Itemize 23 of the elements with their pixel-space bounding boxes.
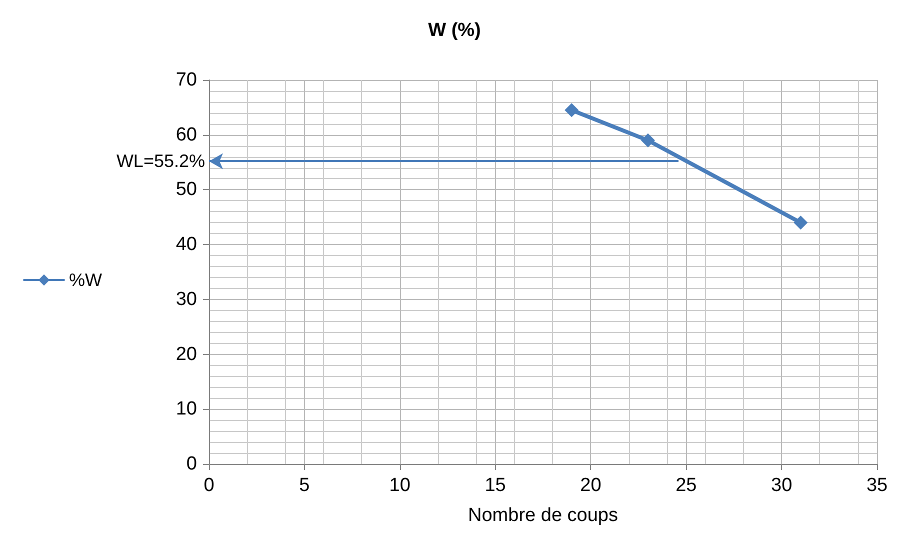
x-tick-label: 0	[204, 475, 214, 496]
x-tick-label: 5	[299, 475, 310, 496]
y-tick-label: 20	[176, 344, 197, 365]
annotation: WL=55.2%	[116, 151, 205, 172]
y-tick-label: 60	[176, 124, 197, 146]
y-tick-label: 40	[176, 234, 197, 256]
x-tick-label: 25	[676, 475, 697, 496]
point	[564, 103, 579, 118]
point	[794, 216, 808, 230]
x-tick-label: 35	[866, 475, 888, 496]
x-tick-label: 20	[580, 475, 602, 496]
chart-title: W (%)	[428, 20, 481, 41]
y-tick-label: 70	[176, 70, 197, 90]
y-tick-label: 0	[186, 454, 197, 474]
x-tick-label: 15	[484, 475, 506, 496]
y-tick-label: 50	[176, 179, 197, 200]
y-tick-label: 30	[176, 288, 197, 310]
point	[640, 133, 655, 148]
x-tick-label: 10	[389, 475, 410, 496]
legend-label: %W	[69, 270, 102, 290]
y-tick-label: 10	[176, 398, 197, 420]
x-axis-title: Nombre de coups	[468, 505, 618, 526]
x-tick-label: 30	[771, 475, 792, 496]
